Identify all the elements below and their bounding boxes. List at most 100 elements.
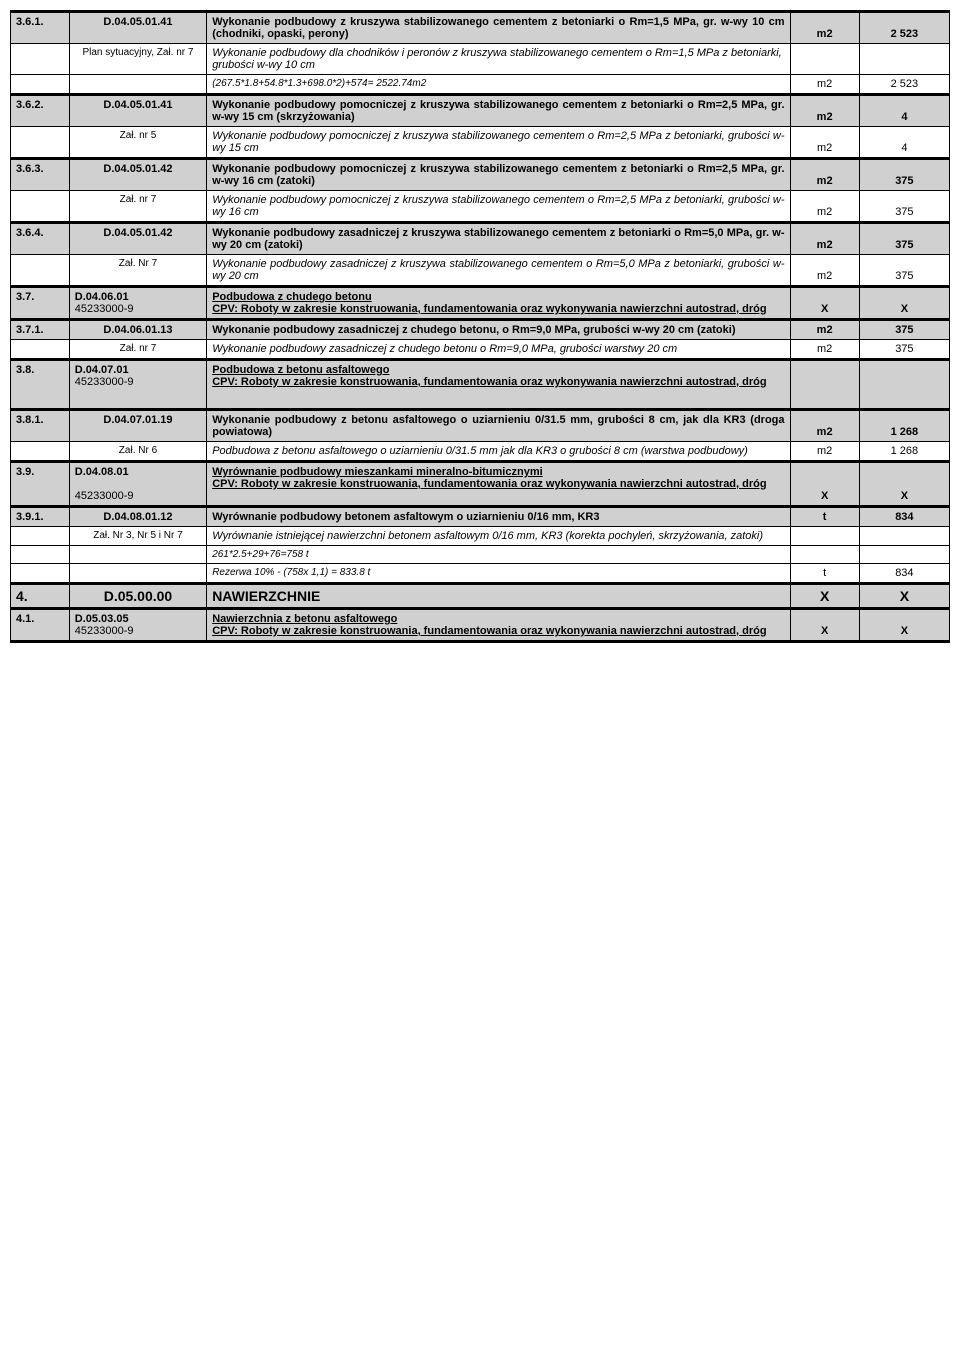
row-code: D.04.05.01.41 xyxy=(69,95,206,127)
row-quantity: 375 xyxy=(859,223,949,255)
table-row: 3.6.2.D.04.05.01.41Wykonanie podbudowy p… xyxy=(11,95,950,127)
row-description: Wyrównanie istniejącej nawierzchni beton… xyxy=(207,527,790,546)
table-row: 3.9.D.04.08.0145233000-9Wyrównanie podbu… xyxy=(11,462,950,507)
row-description: Wykonanie podbudowy zasadniczej z chudeg… xyxy=(207,320,790,340)
table-row: 3.6.4.D.04.05.01.42Wykonanie podbudowy z… xyxy=(11,223,950,255)
row-code: Zał. nr 7 xyxy=(69,340,206,360)
row-number: 3.6.4. xyxy=(11,223,70,255)
row-code: Zał. Nr 3, Nr 5 i Nr 7 xyxy=(69,527,206,546)
row-quantity: X xyxy=(859,584,949,609)
table-row: Zał. Nr 3, Nr 5 i Nr 7Wyrównanie istniej… xyxy=(11,527,950,546)
table-row: Rezerwa 10% - (758x 1,1) = 833.8 tt834 xyxy=(11,564,950,584)
row-quantity: 2 523 xyxy=(859,75,949,95)
row-number: 3.7. xyxy=(11,287,70,320)
row-quantity: 375 xyxy=(859,191,949,223)
row-unit: t xyxy=(790,564,859,584)
row-quantity: X xyxy=(859,287,949,320)
row-number: 3.6.1. xyxy=(11,12,70,44)
row-code: D.04.05.01.41 xyxy=(69,12,206,44)
row-quantity: 1 268 xyxy=(859,442,949,462)
row-quantity: 1 268 xyxy=(859,410,949,442)
row-number: 3.6.2. xyxy=(11,95,70,127)
row-code: Zał. Nr 6 xyxy=(69,442,206,462)
row-unit: m2 xyxy=(790,75,859,95)
row-quantity xyxy=(859,527,949,546)
row-number: 4. xyxy=(11,584,70,609)
row-quantity: 375 xyxy=(859,159,949,191)
row-description: Nawierzchnia z betonu asfaltowegoCPV: Ro… xyxy=(207,609,790,642)
row-code: D.05.03.0545233000-9 xyxy=(69,609,206,642)
row-unit: m2 xyxy=(790,95,859,127)
row-code: D.04.05.01.42 xyxy=(69,223,206,255)
row-unit: m2 xyxy=(790,442,859,462)
row-quantity: 375 xyxy=(859,255,949,287)
table-row: Zał. nr 5Wykonanie podbudowy pomocniczej… xyxy=(11,127,950,159)
row-description: Wykonanie podbudowy z betonu asfaltowego… xyxy=(207,410,790,442)
row-code: D.04.08.0145233000-9 xyxy=(69,462,206,507)
row-code xyxy=(69,564,206,584)
row-code: D.04.05.01.42 xyxy=(69,159,206,191)
row-unit xyxy=(790,360,859,410)
row-code: D.04.07.0145233000-9 xyxy=(69,360,206,410)
row-unit: m2 xyxy=(790,255,859,287)
row-quantity: 834 xyxy=(859,507,949,527)
row-number xyxy=(11,44,70,75)
row-number: 3.8.1. xyxy=(11,410,70,442)
table-row: Zał. Nr 7Wykonanie podbudowy zasadniczej… xyxy=(11,255,950,287)
row-description: Wykonanie podbudowy pomocniczej z kruszy… xyxy=(207,127,790,159)
row-quantity xyxy=(859,44,949,75)
table-row: Zał. nr 7Wykonanie podbudowy zasadniczej… xyxy=(11,340,950,360)
row-unit: m2 xyxy=(790,191,859,223)
table-row: 3.6.1.D.04.05.01.41Wykonanie podbudowy z… xyxy=(11,12,950,44)
row-number xyxy=(11,527,70,546)
row-quantity xyxy=(859,360,949,410)
row-unit xyxy=(790,546,859,564)
table-row: 3.8.D.04.07.0145233000-9Podbudowa z beto… xyxy=(11,360,950,410)
row-quantity: 375 xyxy=(859,340,949,360)
row-unit: m2 xyxy=(790,127,859,159)
row-number xyxy=(11,75,70,95)
row-unit: X xyxy=(790,584,859,609)
row-description: (267.5*1.8+54.8*1.3+698.0*2)+574= 2522.7… xyxy=(207,75,790,95)
row-description: Wykonanie podbudowy pomocniczej z kruszy… xyxy=(207,159,790,191)
cost-table: 3.6.1.D.04.05.01.41Wykonanie podbudowy z… xyxy=(10,10,950,643)
table-row: 3.9.1.D.04.08.01.12Wyrównanie podbudowy … xyxy=(11,507,950,527)
row-number xyxy=(11,191,70,223)
row-description: Wykonanie podbudowy pomocniczej z kruszy… xyxy=(207,95,790,127)
row-code xyxy=(69,546,206,564)
row-unit: m2 xyxy=(790,410,859,442)
row-number xyxy=(11,255,70,287)
row-unit: X xyxy=(790,609,859,642)
row-unit: m2 xyxy=(790,223,859,255)
row-unit: X xyxy=(790,462,859,507)
row-quantity: 834 xyxy=(859,564,949,584)
row-number: 4.1. xyxy=(11,609,70,642)
row-number xyxy=(11,340,70,360)
row-code: Zał. Nr 7 xyxy=(69,255,206,287)
row-number xyxy=(11,127,70,159)
row-description: Rezerwa 10% - (758x 1,1) = 833.8 t xyxy=(207,564,790,584)
row-code: Plan sytuacyjny, Zał. nr 7 xyxy=(69,44,206,75)
row-description: Podbudowa z betonu asfaltowegoCPV: Robot… xyxy=(207,360,790,410)
row-description: Wykonanie podbudowy zasadniczej z chudeg… xyxy=(207,340,790,360)
row-quantity: 375 xyxy=(859,320,949,340)
row-code: D.04.08.01.12 xyxy=(69,507,206,527)
row-unit xyxy=(790,527,859,546)
table-row: 3.8.1.D.04.07.01.19Wykonanie podbudowy z… xyxy=(11,410,950,442)
row-description: Wykonanie podbudowy zasadniczej z kruszy… xyxy=(207,223,790,255)
row-code: D.04.06.01.13 xyxy=(69,320,206,340)
table-row: 3.7.D.04.06.0145233000-9Podbudowa z chud… xyxy=(11,287,950,320)
row-number xyxy=(11,564,70,584)
row-description: Wykonanie podbudowy z kruszywa stabilizo… xyxy=(207,12,790,44)
row-quantity: 4 xyxy=(859,95,949,127)
row-description: Podbudowa z betonu asfaltowego o uziarni… xyxy=(207,442,790,462)
row-description: 261*2.5+29+76=758 t xyxy=(207,546,790,564)
row-unit: t xyxy=(790,507,859,527)
row-quantity: X xyxy=(859,462,949,507)
row-number: 3.7.1. xyxy=(11,320,70,340)
row-unit xyxy=(790,44,859,75)
row-description: Wyrównanie podbudowy mieszankami mineral… xyxy=(207,462,790,507)
table-row: 4.1.D.05.03.0545233000-9Nawierzchnia z b… xyxy=(11,609,950,642)
table-row: Zał. nr 7Wykonanie podbudowy pomocniczej… xyxy=(11,191,950,223)
row-number: 3.9.1. xyxy=(11,507,70,527)
